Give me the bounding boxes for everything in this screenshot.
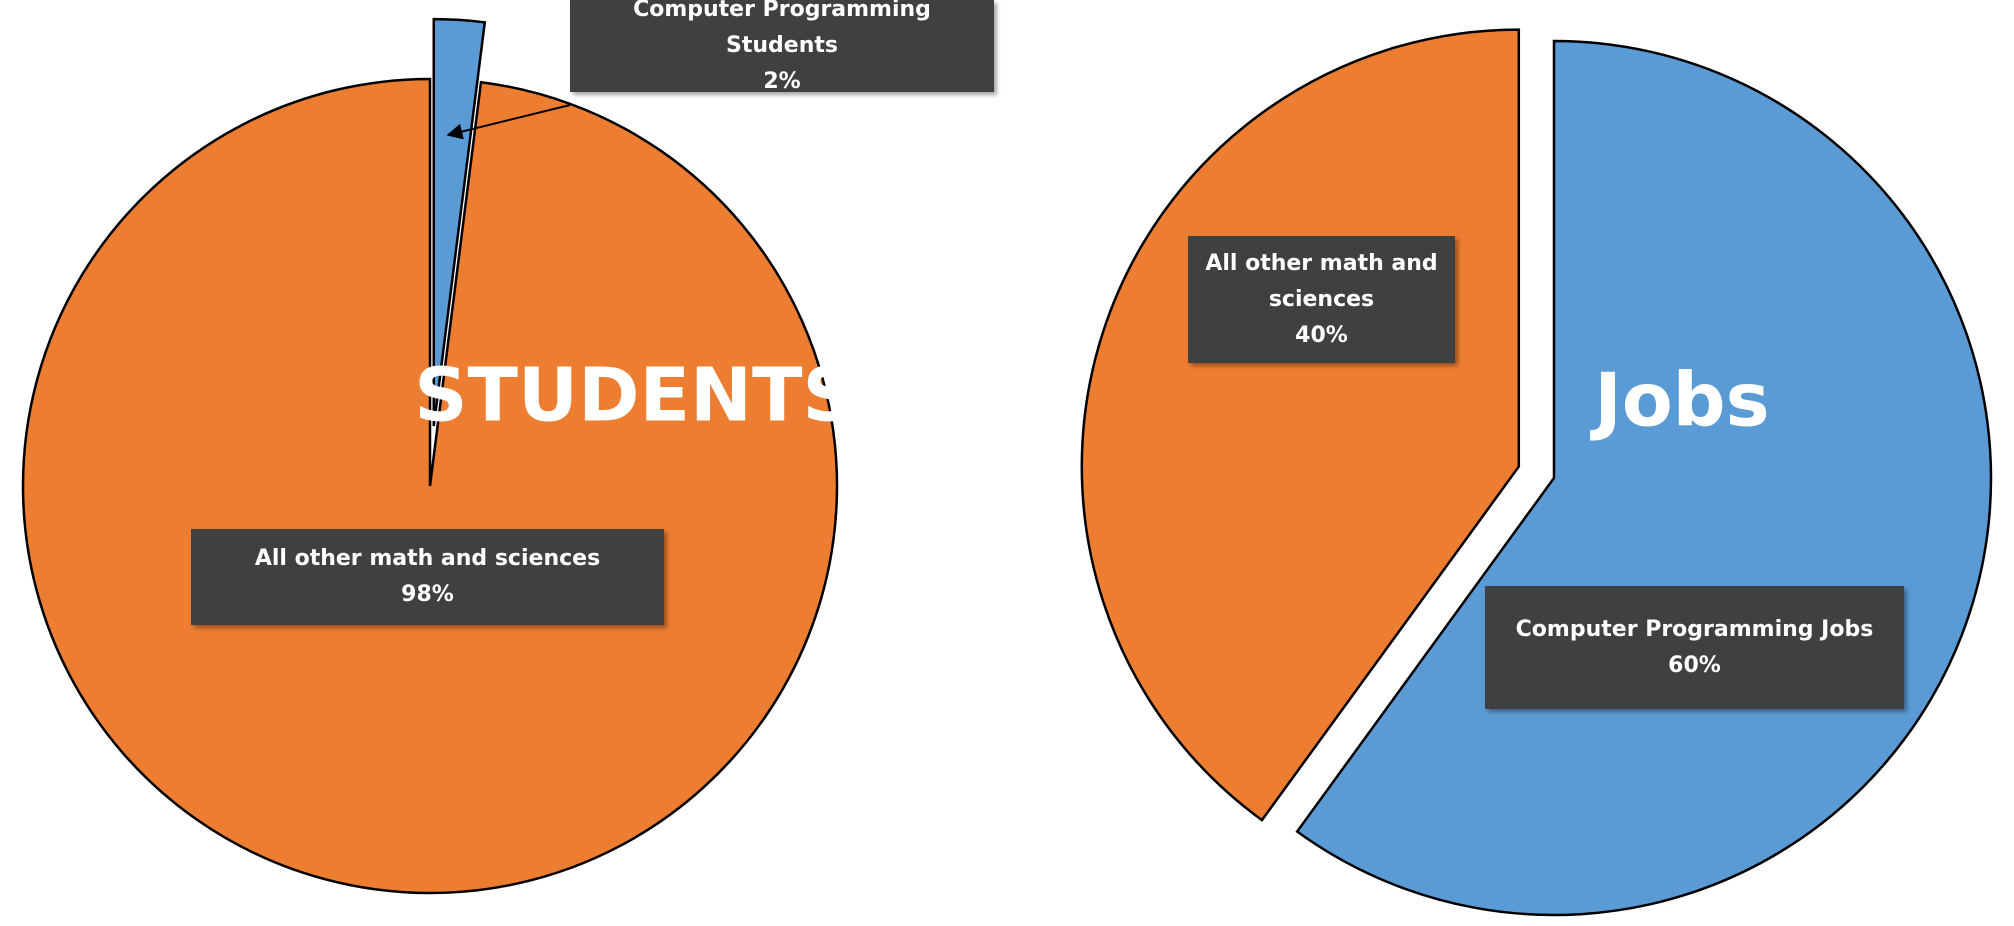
leader-line [446, 104, 571, 140]
pie-slice [1080, 28, 1521, 822]
pie-slice [432, 17, 487, 427]
value-label: 2% [763, 69, 801, 94]
data-label: All other math and sciences 40% [1188, 236, 1455, 363]
category: Computer Programming Students [633, 0, 931, 58]
value-label: 98% [401, 582, 454, 607]
data-label: All other math and sciences 98% [191, 529, 664, 625]
chart-title: STUDENTS [414, 353, 856, 439]
chart-title: Jobs [1589, 358, 1769, 444]
category: All other math and sciences [254, 546, 601, 571]
data-label: Computer Programming Students 2% [570, 0, 994, 94]
category: Computer Programming Jobs [1515, 616, 1874, 642]
category: All other math and sciences [1205, 250, 1438, 312]
value-label: 60% [1668, 652, 1721, 678]
data-label: Computer Programming Jobs 60% [1485, 586, 1904, 709]
value-label: 40% [1295, 322, 1348, 348]
pie-slice [21, 77, 839, 895]
